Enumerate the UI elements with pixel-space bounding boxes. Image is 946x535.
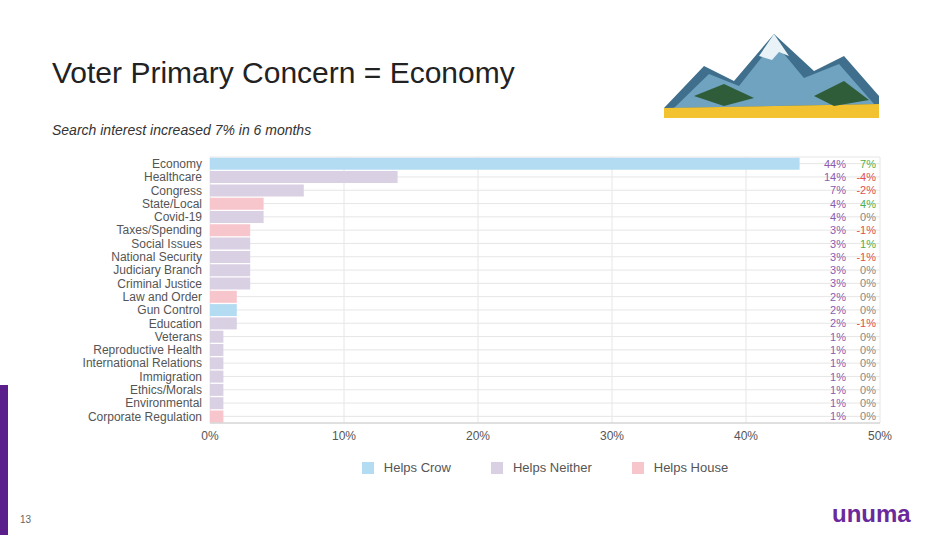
svg-text:1%: 1% bbox=[830, 397, 846, 409]
svg-text:1%: 1% bbox=[830, 357, 846, 369]
svg-text:Immigration: Immigration bbox=[139, 370, 202, 384]
svg-text:1%: 1% bbox=[860, 238, 876, 250]
svg-text:3%: 3% bbox=[830, 264, 846, 276]
html-text:13: 13 bbox=[20, 514, 32, 525]
svg-text:Veterans: Veterans bbox=[155, 330, 202, 344]
svg-text:4%: 4% bbox=[830, 211, 846, 223]
svg-text:State/Local: State/Local bbox=[142, 197, 202, 211]
svg-text:National Security: National Security bbox=[111, 250, 202, 264]
html-text:Helps House: Helps House bbox=[653, 460, 729, 475]
svg-text:Law and Order: Law and Order bbox=[123, 290, 202, 304]
svg-text:2%: 2% bbox=[830, 317, 846, 329]
svg-text:30%: 30% bbox=[600, 429, 624, 443]
svg-text:Education: Education bbox=[149, 317, 202, 331]
html-text:unuma: unuma bbox=[832, 500, 911, 527]
svg-text:10%: 10% bbox=[332, 429, 356, 443]
html-text:Helps Neither: Helps Neither bbox=[513, 460, 592, 475]
svg-text:0%: 0% bbox=[860, 331, 876, 343]
svg-text:0%: 0% bbox=[860, 211, 876, 223]
svg-text:-1%: -1% bbox=[856, 251, 876, 263]
svg-text:0%: 0% bbox=[860, 291, 876, 303]
svg-text:44%: 44% bbox=[824, 158, 846, 170]
html-text:Helps Crow: Helps Crow bbox=[383, 460, 451, 475]
svg-text:7%: 7% bbox=[860, 158, 876, 170]
svg-text:1%: 1% bbox=[830, 344, 846, 356]
svg-text:0%: 0% bbox=[860, 371, 876, 383]
svg-text:3%: 3% bbox=[830, 277, 846, 289]
svg-text:7%: 7% bbox=[830, 184, 846, 196]
svg-text:International Relations: International Relations bbox=[83, 356, 202, 370]
svg-text:50%: 50% bbox=[868, 429, 892, 443]
svg-text:Congress: Congress bbox=[151, 184, 202, 198]
svg-text:14%: 14% bbox=[824, 171, 846, 183]
svg-text:1%: 1% bbox=[830, 331, 846, 343]
svg-text:Social Issues: Social Issues bbox=[131, 237, 202, 251]
svg-text:Covid-19: Covid-19 bbox=[154, 210, 202, 224]
svg-text:Taxes/Spending: Taxes/Spending bbox=[117, 223, 202, 237]
svg-text:0%: 0% bbox=[860, 264, 876, 276]
svg-text:0%: 0% bbox=[860, 304, 876, 316]
svg-text:0%: 0% bbox=[201, 429, 219, 443]
svg-text:Economy: Economy bbox=[152, 157, 202, 171]
svg-text:1%: 1% bbox=[830, 384, 846, 396]
svg-text:Judiciary Branch: Judiciary Branch bbox=[113, 263, 202, 277]
svg-text:0%: 0% bbox=[860, 397, 876, 409]
html-text:Voter Primary Concern = Econom: Voter Primary Concern = Economy bbox=[52, 56, 515, 89]
svg-text:3%: 3% bbox=[830, 251, 846, 263]
svg-text:3%: 3% bbox=[830, 224, 846, 236]
svg-text:Corporate Regulation: Corporate Regulation bbox=[88, 410, 202, 424]
svg-text:Healthcare: Healthcare bbox=[144, 170, 202, 184]
svg-text:0%: 0% bbox=[860, 357, 876, 369]
svg-text:3%: 3% bbox=[830, 238, 846, 250]
svg-text:Gun Control: Gun Control bbox=[137, 303, 202, 317]
svg-text:-2%: -2% bbox=[856, 184, 876, 196]
svg-text:Environmental: Environmental bbox=[125, 396, 202, 410]
svg-text:4%: 4% bbox=[830, 198, 846, 210]
svg-text:Reproductive Health: Reproductive Health bbox=[93, 343, 202, 357]
svg-text:Criminal Justice: Criminal Justice bbox=[117, 277, 202, 291]
svg-text:-4%: -4% bbox=[856, 171, 876, 183]
svg-text:Ethics/Morals: Ethics/Morals bbox=[130, 383, 202, 397]
svg-text:20%: 20% bbox=[466, 429, 490, 443]
svg-text:2%: 2% bbox=[830, 304, 846, 316]
svg-text:0%: 0% bbox=[860, 410, 876, 422]
svg-text:-1%: -1% bbox=[856, 224, 876, 236]
svg-text:0%: 0% bbox=[860, 277, 876, 289]
svg-text:-1%: -1% bbox=[856, 317, 876, 329]
svg-text:0%: 0% bbox=[860, 384, 876, 396]
html-text:Search interest increased 7% i: Search interest increased 7% in 6 months bbox=[52, 122, 312, 138]
svg-text:2%: 2% bbox=[830, 291, 846, 303]
svg-text:1%: 1% bbox=[830, 410, 846, 422]
svg-text:0%: 0% bbox=[860, 344, 876, 356]
svg-text:1%: 1% bbox=[830, 371, 846, 383]
svg-text:4%: 4% bbox=[860, 198, 876, 210]
svg-text:40%: 40% bbox=[734, 429, 758, 443]
